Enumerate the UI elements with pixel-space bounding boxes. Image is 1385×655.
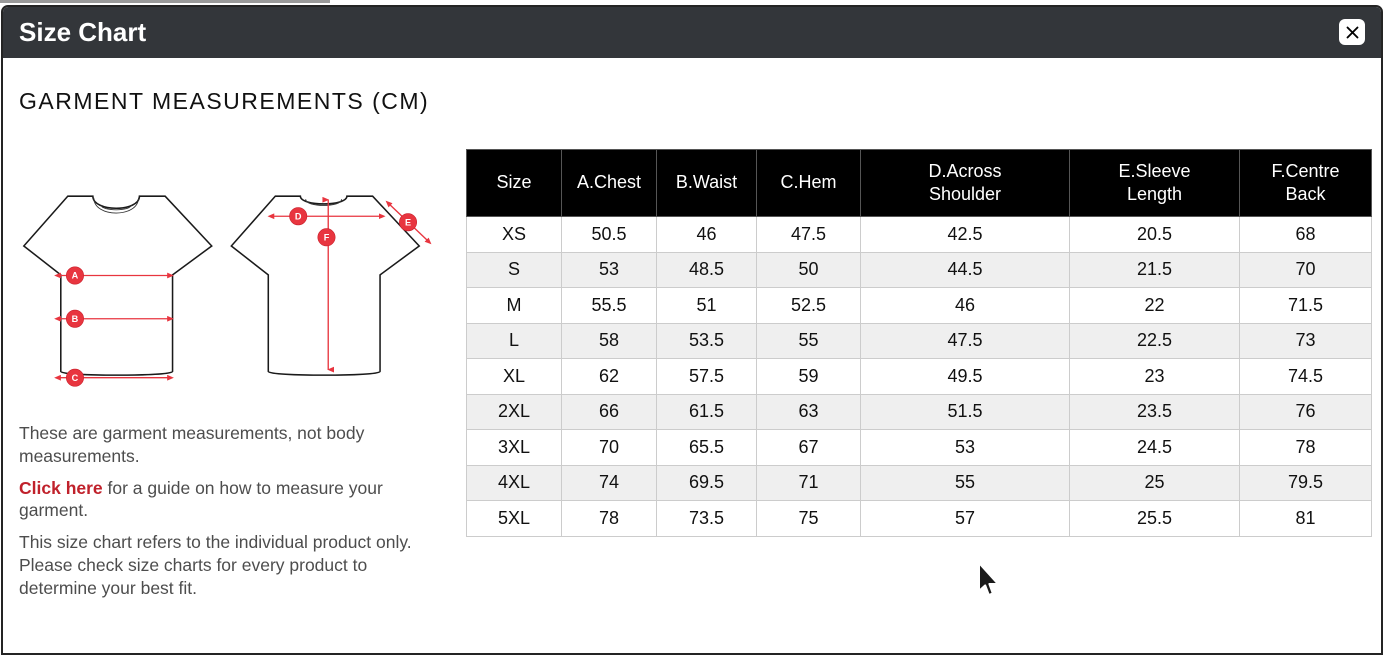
svg-text:B: B — [72, 314, 79, 324]
svg-text:E: E — [405, 217, 411, 227]
svg-text:D: D — [295, 211, 302, 221]
svg-text:A: A — [72, 271, 79, 281]
svg-text:F: F — [324, 232, 330, 242]
svg-text:C: C — [72, 373, 79, 383]
